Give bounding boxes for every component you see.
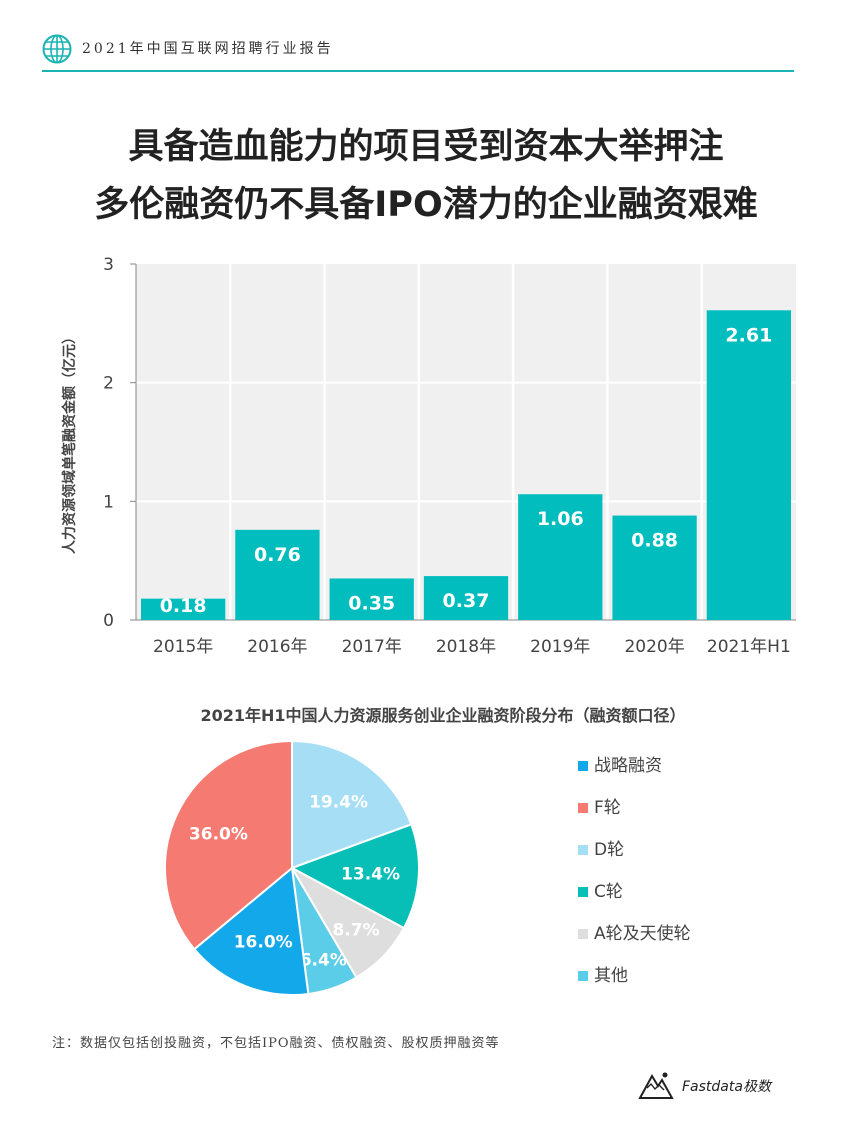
mountain-logo-icon <box>638 1072 674 1099</box>
header-divider <box>42 70 794 72</box>
y-axis-label: 人力资源领域单笔融资金额（亿元） <box>61 330 78 554</box>
x-tick-label: 2017年 <box>342 637 402 657</box>
plot-area <box>136 264 796 620</box>
pie-slice-F轮 <box>164 739 293 951</box>
pie-data-label: 19.4% <box>309 792 368 812</box>
globe-icon <box>42 34 72 64</box>
bar-data-label: 0.18 <box>160 595 207 617</box>
legend-label: 战略融资 <box>594 756 662 776</box>
bar-2019年 <box>518 494 603 620</box>
pie-data-label: 8.7% <box>333 921 380 941</box>
legend-swatch <box>578 929 588 939</box>
x-tick-label: 2016年 <box>247 637 307 657</box>
bar-data-label: 0.76 <box>254 544 301 566</box>
legend-swatch <box>578 761 588 771</box>
legend-swatch <box>578 887 588 897</box>
bar-2015年 <box>141 598 226 620</box>
pie-chart-title: 2021年H1中国人力资源服务创业企业融资阶段分布（融资额口径） <box>200 706 686 725</box>
legend-swatch <box>578 803 588 813</box>
report-header: 2021年中国互联网招聘行业报告 <box>42 30 794 72</box>
pie-slice-战略融资 <box>192 866 310 996</box>
bar-2021年H1 <box>706 310 791 620</box>
bar-2016年 <box>235 529 320 620</box>
pie-data-label: 6.4% <box>300 950 347 970</box>
legend-label: C轮 <box>594 882 623 902</box>
bar-data-label: 0.88 <box>631 530 678 552</box>
legend-swatch <box>578 845 588 855</box>
report-header-text: 2021年中国互联网招聘行业报告 <box>82 41 334 57</box>
bar-data-label: 0.35 <box>348 592 395 614</box>
y-tick-label: 3 <box>103 255 114 275</box>
pie-data-label: 13.4% <box>341 865 400 885</box>
pie-chart: 19.4% 13.4% 8.7% 6.4% 16.0% 36.0% <box>164 739 420 996</box>
y-tick-label: 2 <box>103 374 114 394</box>
x-tick-label: 2021年H1 <box>707 637 791 657</box>
legend-label: A轮及天使轮 <box>594 924 691 944</box>
bar-data-label: 2.61 <box>725 324 772 346</box>
legend-label: D轮 <box>594 840 625 860</box>
y-tick-label: 1 <box>103 492 114 512</box>
bar-chart: 0 1 2 3 人力资源领域单笔融资金额（亿元） 0.18 2015年 0.76 2016年 0.… <box>61 255 796 657</box>
legend-label: 其他 <box>594 966 628 986</box>
bar-2018年 <box>423 576 509 620</box>
bar-data-label: 1.06 <box>537 508 584 530</box>
legend-label: F轮 <box>594 798 621 818</box>
bar-2017年 <box>329 578 414 620</box>
footnote: 注：数据仅包括创投融资，不包括IPO融资、债权融资、股权质押融资等 <box>52 1036 500 1051</box>
bar-2020年 <box>612 515 697 620</box>
y-tick-label: 0 <box>103 611 114 631</box>
pie-data-label: 36.0% <box>189 824 248 844</box>
x-tick-label: 2018年 <box>436 637 496 657</box>
x-tick-label: 2020年 <box>624 637 684 657</box>
brand: Fastdata极数 <box>638 1068 808 1104</box>
x-tick-label: 2015年 <box>153 637 213 657</box>
legend-swatch <box>578 971 588 981</box>
page-title-line-2: 多伦融资仍不具备IPO潜力的企业融资艰难 <box>94 185 758 225</box>
pie-data-label: 16.0% <box>234 932 293 952</box>
pie-slice-C轮 <box>289 823 420 930</box>
brand-name: Fastdata极数 <box>682 1079 771 1095</box>
pie-slice-D轮 <box>291 739 413 870</box>
x-tick-label: 2019年 <box>530 637 590 657</box>
page-title-line-1: 具备造血能力的项目受到资本大举押注 <box>128 127 724 167</box>
bar-data-label: 0.37 <box>443 590 490 612</box>
